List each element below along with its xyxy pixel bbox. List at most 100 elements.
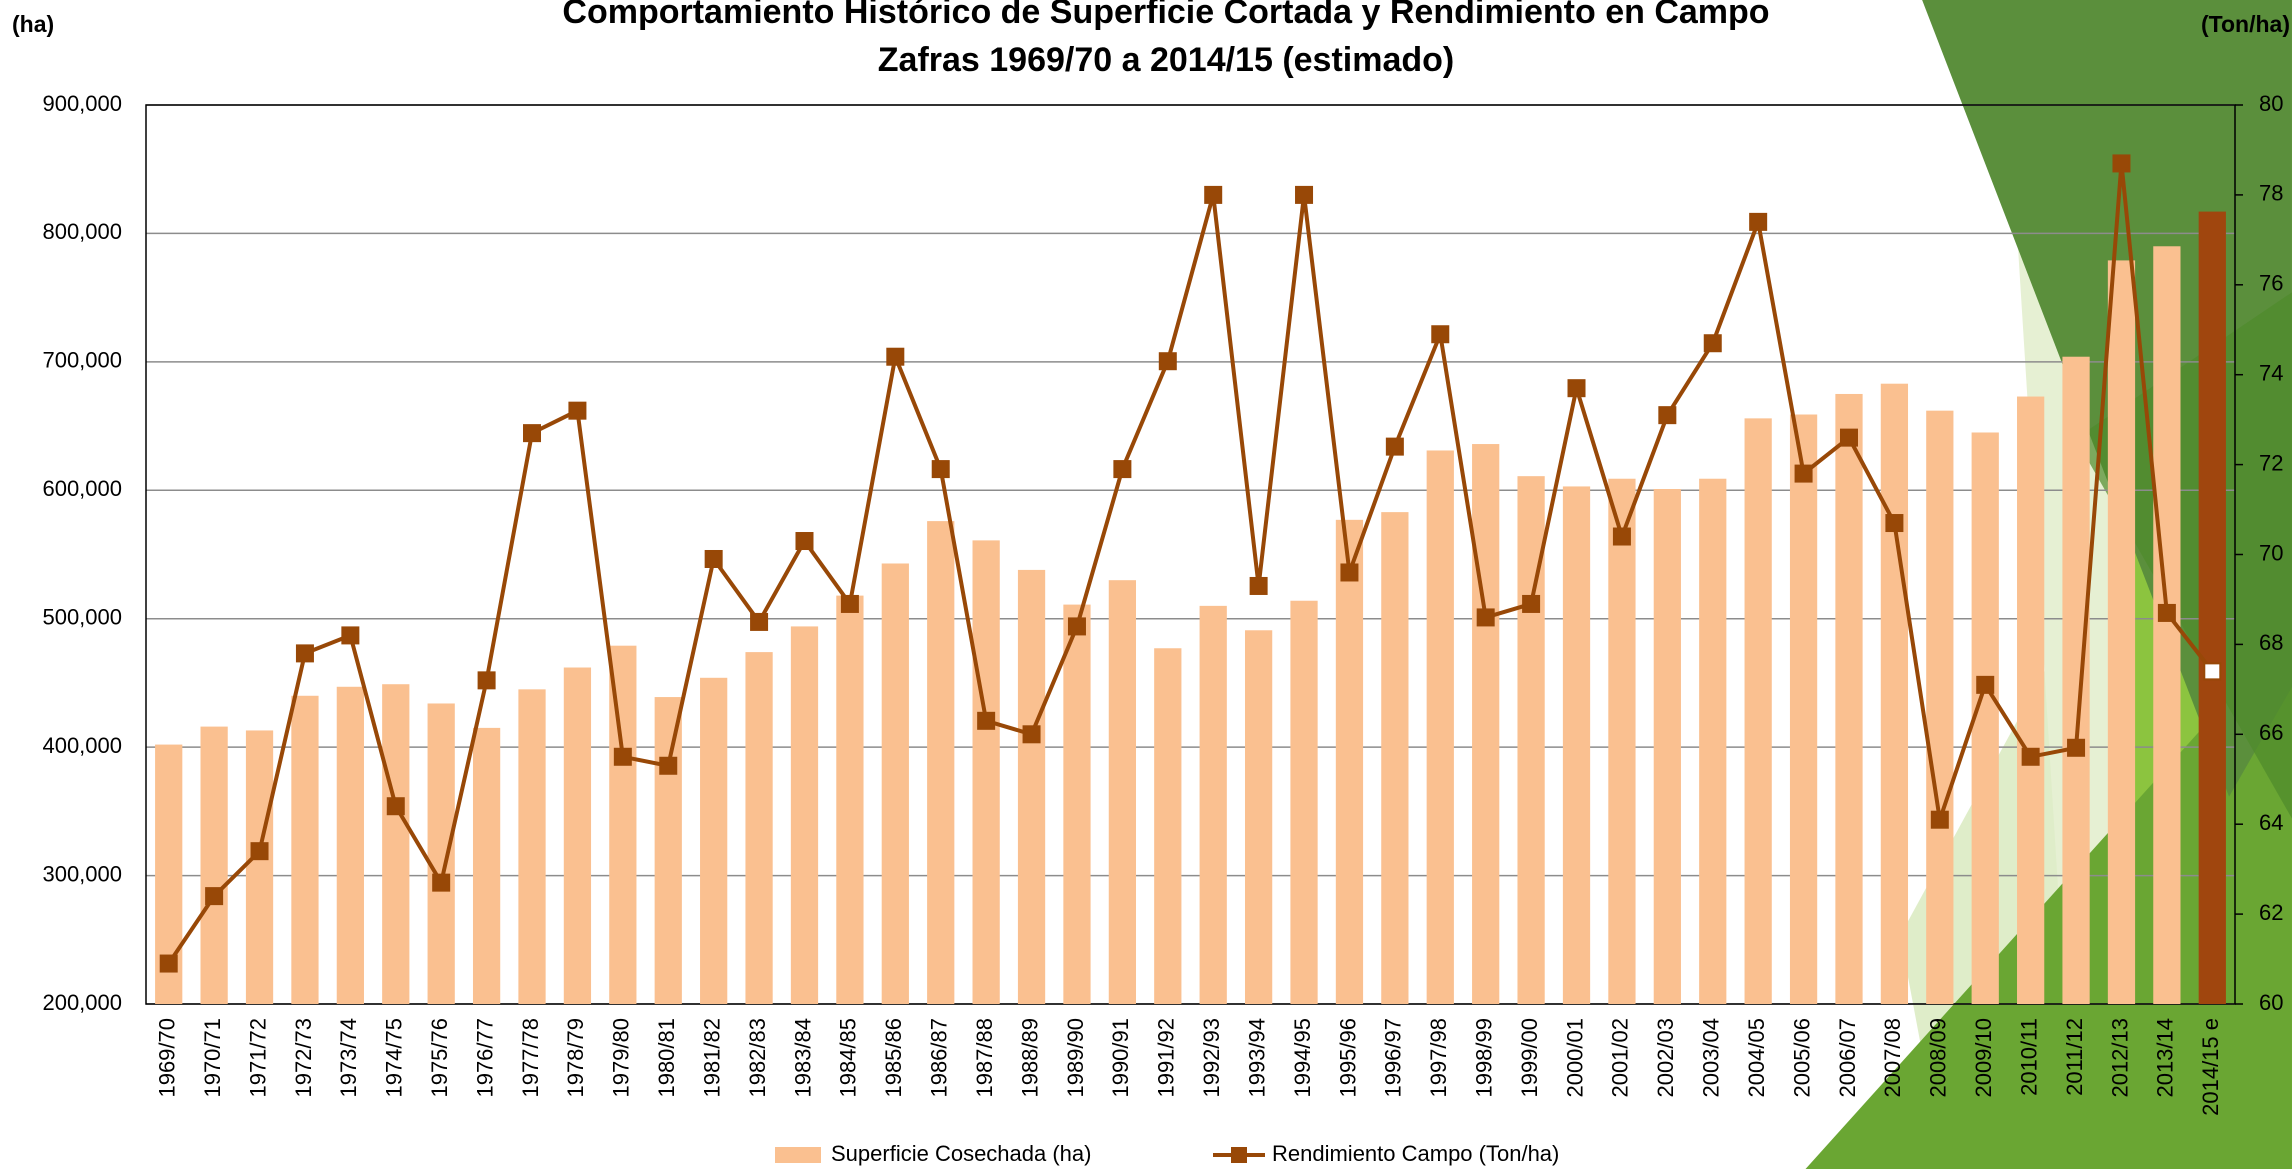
marker <box>2159 605 2175 621</box>
x-tick-label: 2011/12 <box>2062 1018 2087 1096</box>
bar <box>1563 486 1590 1004</box>
y2-tick-label: 62 <box>2259 900 2283 925</box>
marker <box>524 425 540 441</box>
x-tick-label: 1995/96 <box>1335 1018 1360 1098</box>
y2-tick-label: 64 <box>2259 810 2283 835</box>
x-tick-label: 1999/00 <box>1517 1018 1542 1098</box>
x-tick-label: 1984/85 <box>836 1018 861 1098</box>
x-tick-label: 2012/13 <box>2107 1018 2132 1098</box>
x-tick-label: 1970/71 <box>200 1018 225 1098</box>
x-tick-label: 2010/11 <box>2016 1018 2041 1096</box>
bar <box>1245 630 1272 1004</box>
bar <box>927 521 954 1004</box>
marker <box>2204 663 2220 679</box>
bar <box>655 697 682 1004</box>
legend-label: Superficie Cosechada (ha) <box>831 1141 1091 1166</box>
bar <box>836 596 863 1004</box>
x-tick-label: 1972/73 <box>291 1018 316 1098</box>
bar <box>973 540 1000 1004</box>
marker <box>2068 740 2084 756</box>
legend-label: Rendimiento Campo (Ton/ha) <box>1272 1141 1559 1166</box>
x-tick-label: 1987/88 <box>972 1018 997 1098</box>
bar <box>1290 601 1317 1004</box>
y2-tick-label: 68 <box>2259 630 2283 655</box>
marker <box>161 956 177 972</box>
x-tick-label: 1982/83 <box>745 1018 770 1098</box>
x-tick-label: 2006/07 <box>1835 1018 1860 1098</box>
marker <box>796 533 812 549</box>
marker <box>1160 353 1176 369</box>
y2-axis-label: (Ton/ha) <box>2201 11 2290 37</box>
y-tick-label: 500,000 <box>42 605 122 630</box>
y2-tick-label: 70 <box>2259 540 2283 565</box>
bar <box>428 703 455 1004</box>
marker <box>297 645 313 661</box>
marker <box>1387 439 1403 455</box>
x-tick-label: 1971/72 <box>245 1018 270 1098</box>
x-tick-label: 1983/84 <box>790 1018 815 1098</box>
marker <box>1341 564 1357 580</box>
bar <box>700 678 727 1004</box>
chart-subtitle: Zafras 1969/70 a 2014/15 (estimado) <box>878 41 1454 79</box>
y-tick-label: 600,000 <box>42 476 122 501</box>
legend-swatch <box>775 1147 821 1163</box>
x-tick-label: 1997/98 <box>1426 1018 1451 1098</box>
marker <box>342 627 358 643</box>
marker <box>660 758 676 774</box>
x-tick-label: 1979/80 <box>609 1018 634 1098</box>
bar <box>2017 397 2044 1004</box>
bar <box>1608 479 1635 1004</box>
marker <box>252 843 268 859</box>
marker <box>388 798 404 814</box>
marker <box>1705 335 1721 351</box>
bar <box>1018 570 1045 1004</box>
marker <box>1251 578 1267 594</box>
bar <box>518 689 545 1004</box>
marker <box>1977 677 1993 693</box>
bar <box>1200 606 1227 1004</box>
chart: Comportamiento Histórico de Superficie C… <box>0 0 2292 1169</box>
y2-tick-label: 60 <box>2259 990 2283 1015</box>
bar <box>1381 512 1408 1004</box>
marker <box>1523 596 1539 612</box>
x-tick-label: 1981/82 <box>699 1018 724 1098</box>
x-tick-label: 1978/79 <box>563 1018 588 1098</box>
bar <box>1109 580 1136 1004</box>
marker <box>1932 812 1948 828</box>
legend-swatch <box>1231 1147 1247 1163</box>
marker <box>2023 749 2039 765</box>
bar <box>1790 415 1817 1004</box>
x-tick-label: 1998/99 <box>1471 1018 1496 1098</box>
x-tick-label: 2008/09 <box>1926 1018 1951 1098</box>
marker <box>569 403 585 419</box>
marker <box>1069 618 1085 634</box>
x-tick-label: 1988/89 <box>1017 1018 1042 1098</box>
x-tick-label: 2013/14 <box>2153 1018 2178 1098</box>
bar <box>1926 411 1953 1004</box>
marker <box>206 888 222 904</box>
x-tick-label: 1996/97 <box>1381 1018 1406 1098</box>
x-tick-label: 1973/74 <box>336 1018 361 1098</box>
marker <box>1296 187 1312 203</box>
marker <box>1024 726 1040 742</box>
bar <box>2108 260 2135 1004</box>
x-tick-label: 2001/02 <box>1608 1018 1633 1098</box>
bar <box>1063 605 1090 1004</box>
bar <box>1654 489 1681 1004</box>
x-tick-label: 1993/94 <box>1244 1018 1269 1098</box>
bar <box>882 563 909 1004</box>
bar <box>1336 520 1363 1004</box>
y-tick-label: 800,000 <box>42 219 122 244</box>
x-tick-label: 2009/10 <box>1971 1018 1996 1098</box>
x-tick-label: 2002/03 <box>1653 1018 1678 1098</box>
x-tick-label: 2000/01 <box>1562 1018 1587 1098</box>
y2-tick-label: 78 <box>2259 181 2283 206</box>
bar <box>246 730 273 1004</box>
bar <box>564 668 591 1004</box>
marker <box>1205 187 1221 203</box>
y-tick-label: 300,000 <box>42 861 122 886</box>
x-tick-label: 1994/95 <box>1290 1018 1315 1098</box>
x-tick-label: 1974/75 <box>382 1018 407 1098</box>
bar <box>2199 212 2226 1004</box>
y2-tick-label: 72 <box>2259 450 2283 475</box>
